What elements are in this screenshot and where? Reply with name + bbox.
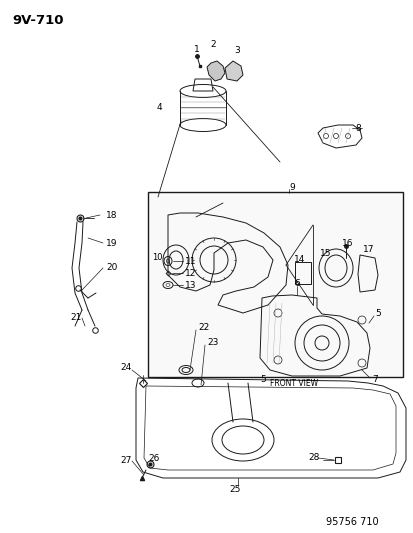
Text: 14: 14: [293, 254, 305, 263]
Text: 25: 25: [229, 486, 240, 495]
Text: 8: 8: [354, 124, 360, 133]
Text: 19: 19: [106, 238, 117, 247]
Bar: [147, 192, 402, 377]
Text: 13: 13: [185, 280, 196, 289]
Text: 5: 5: [374, 309, 380, 318]
Text: 23: 23: [206, 338, 218, 348]
Text: 26: 26: [147, 455, 159, 464]
Text: 1: 1: [194, 44, 199, 53]
Polygon shape: [224, 61, 242, 81]
Polygon shape: [206, 61, 224, 81]
Text: 17: 17: [362, 246, 374, 254]
Text: 27: 27: [120, 456, 132, 465]
Text: 21: 21: [71, 313, 82, 322]
Text: 20: 20: [106, 263, 117, 272]
Text: 9V-710: 9V-710: [12, 13, 63, 27]
Text: FRONT VIEW: FRONT VIEW: [269, 379, 317, 389]
Text: 11: 11: [185, 256, 196, 265]
Text: 24: 24: [121, 364, 132, 373]
Text: 22: 22: [197, 324, 209, 333]
Text: 9: 9: [288, 182, 294, 191]
Text: 28: 28: [308, 454, 319, 463]
Text: 6: 6: [293, 279, 299, 287]
Text: 95756 710: 95756 710: [325, 517, 378, 527]
Text: 2: 2: [209, 39, 215, 49]
Text: 16: 16: [341, 238, 353, 247]
Text: 5: 5: [259, 376, 265, 384]
Text: 7: 7: [371, 376, 377, 384]
Text: 3: 3: [233, 45, 239, 54]
Text: 12: 12: [185, 269, 196, 278]
Text: 18: 18: [106, 211, 117, 220]
Text: 15: 15: [319, 249, 331, 259]
Bar: [294, 262, 310, 284]
Text: 10: 10: [152, 254, 163, 262]
Text: 4: 4: [157, 102, 162, 111]
